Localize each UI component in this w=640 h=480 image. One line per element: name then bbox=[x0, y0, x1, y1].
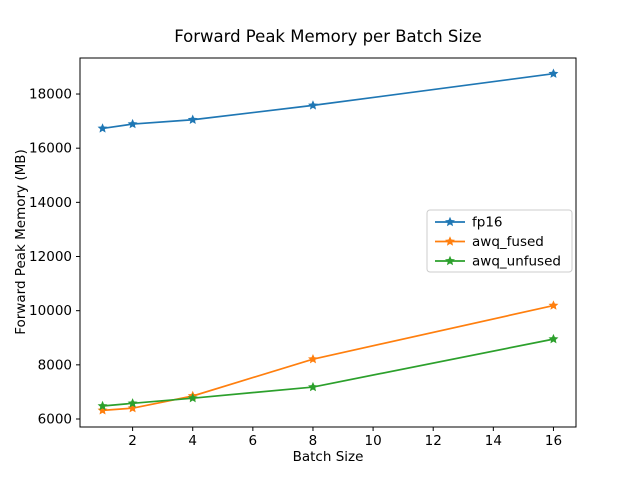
y-axis-ticks: 6000 8000 10000 12000 14000 16000 18000 bbox=[29, 87, 80, 428]
marker-star-icon-awq_fused bbox=[97, 405, 108, 415]
y-tick-label: 12000 bbox=[29, 249, 72, 265]
x-tick-label: 2 bbox=[128, 433, 137, 449]
x-tick-label: 6 bbox=[249, 433, 258, 449]
x-axis-label: Batch Size bbox=[293, 449, 364, 465]
marker-star-icon-awq_unfused bbox=[548, 333, 559, 344]
x-tick-label: 8 bbox=[309, 433, 318, 449]
marker-star-icon-awq_unfused bbox=[187, 392, 198, 403]
legend: fp16 awq_fused awq_unfused bbox=[426, 209, 573, 273]
y-tick-label: 16000 bbox=[29, 141, 72, 157]
marker-star-icon-fp16 bbox=[548, 68, 559, 78]
legend-label-fp16: fp16 bbox=[472, 215, 503, 231]
legend-marker-star-icon-fp16 bbox=[445, 216, 455, 227]
legend-label-awq_unfused: awq_unfused bbox=[472, 254, 561, 270]
chart-title: Forward Peak Memory per Batch Size bbox=[174, 27, 482, 46]
legend-label-awq_fused: awq_fused bbox=[472, 234, 544, 250]
marker-star-icon-fp16 bbox=[127, 118, 138, 129]
legend-marker-star-icon-awq_unfused bbox=[445, 255, 455, 266]
marker-star-icon-awq_fused bbox=[308, 353, 318, 364]
x-tick-label: 16 bbox=[545, 433, 562, 449]
marker-star-icon-awq_fused bbox=[548, 300, 559, 310]
legend-marker-star-icon-awq_fused bbox=[445, 236, 455, 246]
legend-box bbox=[426, 209, 573, 273]
y-tick-label: 8000 bbox=[38, 357, 72, 373]
marker-star-icon-awq_unfused bbox=[308, 381, 318, 392]
x-tick-label: 10 bbox=[364, 433, 381, 449]
y-axis-label: Forward Peak Memory (MB) bbox=[13, 149, 29, 335]
plot-area-frame bbox=[79, 57, 577, 428]
marker-star-icon-awq_unfused bbox=[97, 400, 108, 411]
y-tick-label: 10000 bbox=[29, 303, 72, 319]
x-tick-label: 4 bbox=[188, 433, 197, 449]
marker-star-icon-awq_fused bbox=[127, 402, 138, 413]
marker-star-icon-fp16 bbox=[308, 100, 318, 110]
y-tick-label: 6000 bbox=[38, 412, 72, 428]
x-tick-label: 14 bbox=[485, 433, 502, 449]
y-tick-label: 18000 bbox=[29, 87, 72, 103]
series-group bbox=[97, 68, 559, 415]
marker-star-icon-awq_unfused bbox=[127, 398, 138, 408]
x-axis-ticks: 2 4 6 8 10 12 14 16 bbox=[128, 427, 562, 449]
marker-star-icon-fp16 bbox=[187, 114, 198, 124]
y-tick-label: 14000 bbox=[29, 195, 72, 211]
marker-star-icon-fp16 bbox=[97, 123, 108, 133]
x-tick-label: 12 bbox=[425, 433, 442, 449]
